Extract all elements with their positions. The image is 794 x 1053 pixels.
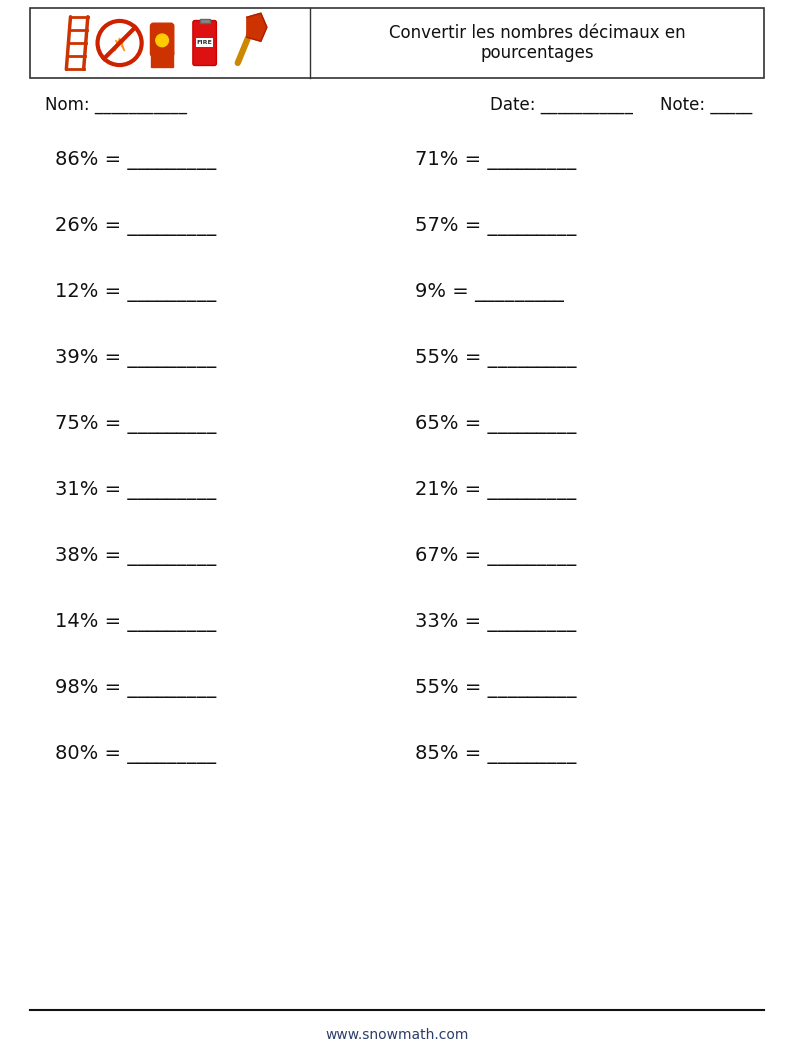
Text: Convertir les nombres décimaux en
pourcentages: Convertir les nombres décimaux en pource… [389, 23, 685, 62]
Text: 80% = _________: 80% = _________ [55, 744, 216, 763]
Text: 98% = _________: 98% = _________ [55, 678, 216, 697]
Text: 39% = _________: 39% = _________ [55, 349, 216, 367]
Bar [30, 8, 764, 78]
FancyBboxPatch shape [193, 20, 217, 65]
Text: 71% = _________: 71% = _________ [415, 151, 576, 170]
Text: 14% = _________: 14% = _________ [55, 613, 216, 632]
Polygon shape [247, 14, 267, 41]
Bar [200, 19, 210, 22]
Text: 26% = _________: 26% = _________ [55, 217, 216, 236]
Circle shape [156, 34, 168, 46]
Bar [196, 38, 214, 47]
Text: Note: _____: Note: _____ [660, 96, 752, 114]
Polygon shape [114, 38, 125, 51]
Text: 31% = _________: 31% = _________ [55, 480, 216, 499]
Text: 12% = _________: 12% = _________ [55, 282, 216, 301]
Text: FIRE: FIRE [197, 40, 213, 45]
Text: 55% = _________: 55% = _________ [415, 349, 576, 367]
Text: 33% = _________: 33% = _________ [415, 613, 576, 632]
Text: 86% = _________: 86% = _________ [55, 151, 216, 170]
Text: 67% = _________: 67% = _________ [415, 547, 576, 565]
Text: 75% = _________: 75% = _________ [55, 415, 217, 434]
Bar [151, 53, 173, 67]
Text: Date: ___________: Date: ___________ [490, 96, 633, 114]
FancyBboxPatch shape [150, 23, 174, 57]
Text: 38% = _________: 38% = _________ [55, 547, 216, 565]
Text: www.snowmath.com: www.snowmath.com [326, 1028, 468, 1042]
Text: 65% = _________: 65% = _________ [415, 415, 576, 434]
Text: Nom: ___________: Nom: ___________ [45, 96, 187, 114]
Text: 21% = _________: 21% = _________ [415, 480, 576, 499]
Text: 57% = _________: 57% = _________ [415, 217, 576, 236]
Text: 9% = _________: 9% = _________ [415, 282, 564, 301]
Text: 85% = _________: 85% = _________ [415, 744, 576, 763]
Text: 55% = _________: 55% = _________ [415, 678, 576, 697]
